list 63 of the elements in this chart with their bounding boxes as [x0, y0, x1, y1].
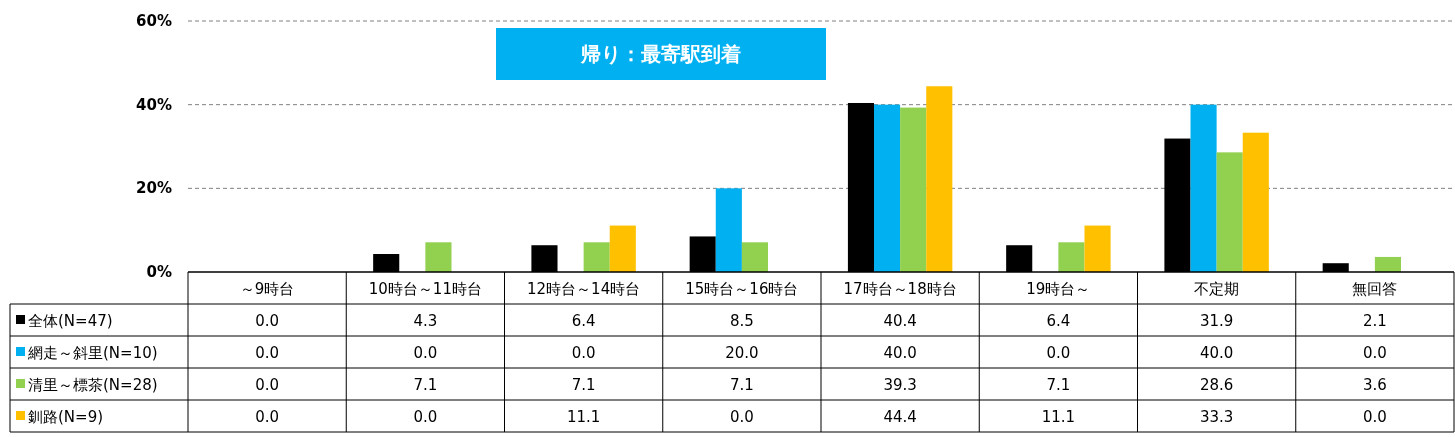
data-label: 0.0 [1362, 408, 1387, 426]
y-tick-label: 0% [146, 263, 172, 281]
legend-label: 全体(N=47) [28, 312, 113, 330]
bar [874, 104, 901, 272]
bar [583, 242, 610, 272]
data-label: 8.5 [729, 312, 754, 330]
data-label: 0.0 [571, 344, 596, 362]
data-label: 40.4 [883, 312, 917, 330]
y-tick-label: 20% [136, 179, 172, 198]
data-label: 0.0 [255, 312, 280, 330]
data-label: 0.0 [255, 408, 280, 426]
data-label: 40.0 [883, 344, 917, 362]
data-label: 39.3 [883, 376, 917, 394]
bar [425, 242, 452, 272]
text: 帰り：最寄駅到着 [580, 42, 741, 66]
bar [900, 107, 927, 272]
data-label: 11.1 [1041, 408, 1076, 426]
data-label: 11.1 [566, 408, 601, 426]
data-label: 7.1 [413, 376, 438, 394]
data-label: 6.4 [1046, 312, 1071, 330]
legend-label: 釧路(N=9) [28, 408, 104, 426]
y-tick-label: 40% [136, 95, 172, 114]
x-tick-label: ～9時台 [239, 280, 295, 298]
x-tick-label: 10時台～11時台 [368, 280, 482, 298]
bar [1242, 132, 1269, 272]
bar [1216, 152, 1243, 272]
y-tick-label: 60% [136, 12, 172, 30]
data-label: 40.0 [1199, 344, 1234, 362]
data-label: 4.3 [413, 312, 438, 330]
x-tick-label: 19時台～ [1026, 280, 1091, 298]
data-label: 0.0 [1362, 344, 1387, 362]
data-label: 33.3 [1199, 408, 1234, 426]
x-tick-label: 不定期 [1194, 280, 1240, 298]
data-label: 31.9 [1199, 312, 1234, 330]
data-label: 44.4 [883, 408, 917, 426]
data-label: 0.0 [413, 344, 438, 362]
bar [1058, 242, 1085, 272]
bar [926, 86, 953, 272]
data-label: 0.0 [729, 408, 754, 426]
data-label: 28.6 [1199, 376, 1234, 394]
data-label: 0.0 [255, 376, 280, 394]
bar [715, 188, 742, 272]
data-label: 20.0 [725, 344, 759, 362]
bar [1084, 225, 1111, 272]
x-tick-label: 12時台～14時台 [527, 280, 641, 298]
data-label: 0.0 [255, 344, 280, 362]
bar [1374, 256, 1401, 272]
data-label: 0.0 [1046, 344, 1071, 362]
x-tick-label: 17時台～18時台 [843, 280, 957, 298]
data-label: 6.4 [571, 312, 596, 330]
x-tick-label: 15時台～16時台 [685, 280, 799, 298]
data-label: 7.1 [729, 376, 754, 394]
legend-label: 網走～斜里(N=10) [27, 344, 158, 362]
legend-label: 清里～標茶(N=28) [28, 376, 158, 394]
data-label: 0.0 [413, 408, 438, 426]
data-label: 3.6 [1362, 376, 1387, 394]
data-label: 7.1 [1046, 376, 1071, 394]
x-tick-label: 無回答 [1352, 280, 1398, 298]
bar [1190, 104, 1217, 272]
bar [609, 225, 636, 272]
data-label: 2.1 [1362, 312, 1387, 330]
bar [741, 242, 768, 272]
data-label: 7.1 [571, 376, 596, 394]
